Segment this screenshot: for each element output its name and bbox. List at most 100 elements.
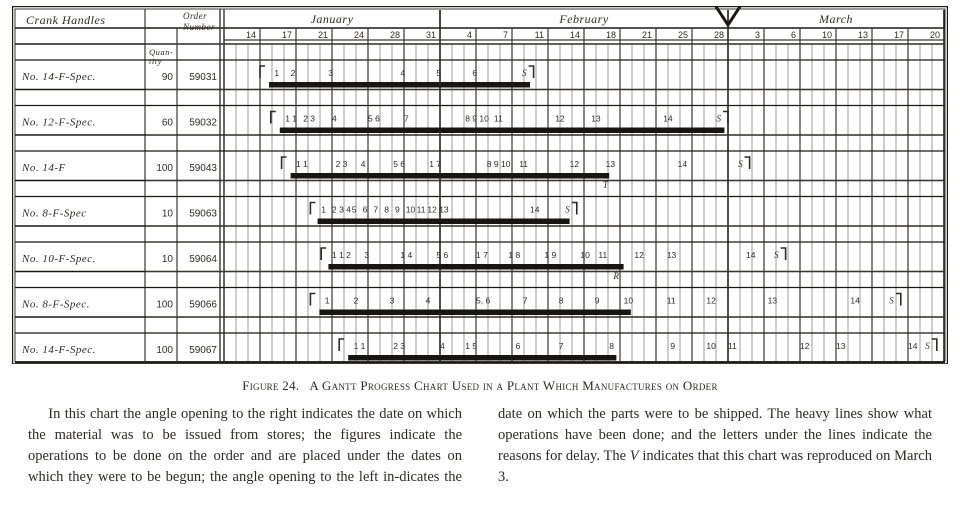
svg-text:4: 4	[426, 296, 431, 306]
svg-text:March: March	[818, 12, 853, 26]
svg-text:3: 3	[364, 250, 369, 260]
svg-text:No. 14-F: No. 14-F	[21, 162, 66, 174]
svg-text:4: 4	[440, 341, 445, 351]
svg-text:No. 8-F-Spec: No. 8-F-Spec	[21, 208, 87, 220]
svg-text:7: 7	[404, 114, 409, 124]
svg-text:No. 14-F-Spec.: No. 14-F-Spec.	[21, 71, 96, 83]
svg-text:T: T	[603, 180, 609, 190]
svg-text:9: 9	[595, 296, 600, 306]
svg-text:11: 11	[494, 114, 503, 124]
svg-text:5 6: 5 6	[436, 250, 448, 260]
body-text: In this chart the angle opening to the r…	[28, 404, 932, 488]
svg-text:8: 8	[609, 341, 614, 351]
svg-text:2 3 4: 2 3 4	[332, 205, 351, 215]
svg-text:31: 31	[426, 30, 436, 40]
svg-text:12: 12	[570, 159, 580, 169]
svg-text:7: 7	[373, 205, 378, 215]
svg-text:6: 6	[791, 30, 796, 40]
svg-text:14: 14	[746, 250, 756, 260]
figure-caption: Figure 24. A Gantt Progress Chart Used i…	[0, 378, 960, 394]
svg-text:59064: 59064	[189, 254, 217, 265]
svg-text:20: 20	[930, 30, 940, 40]
svg-text:2 3: 2 3	[303, 114, 315, 124]
svg-text:1 8: 1 8	[508, 250, 520, 260]
svg-text:60: 60	[162, 118, 174, 129]
svg-text:13: 13	[836, 341, 846, 351]
svg-text:1 1 2: 1 1 2	[332, 250, 351, 260]
svg-text:13: 13	[591, 114, 601, 124]
body-para-2-v: V	[630, 448, 639, 464]
svg-text:8 9 10: 8 9 10	[487, 159, 511, 169]
svg-text:S: S	[565, 205, 570, 215]
svg-text:7: 7	[523, 296, 528, 306]
svg-text:2 3: 2 3	[336, 159, 348, 169]
body-para-1: In this chart the angle opening to the r…	[28, 406, 462, 485]
gantt-chart: Crank HandlesOrderNumberQuan-tityJanuary…	[12, 6, 948, 364]
svg-text:4: 4	[467, 30, 472, 40]
svg-text:5: 5	[352, 205, 357, 215]
svg-text:9: 9	[670, 341, 675, 351]
svg-text:7: 7	[503, 30, 508, 40]
svg-text:1 7: 1 7	[476, 250, 488, 260]
svg-text:59063: 59063	[189, 209, 217, 220]
svg-text:14: 14	[530, 205, 540, 215]
svg-text:R: R	[612, 271, 619, 281]
svg-text:8: 8	[559, 296, 564, 306]
svg-text:11: 11	[519, 159, 528, 169]
svg-text:January: January	[311, 12, 354, 26]
svg-text:S: S	[889, 296, 894, 306]
svg-text:10: 10	[406, 205, 416, 215]
svg-text:11: 11	[667, 296, 676, 306]
svg-text:S: S	[717, 114, 722, 124]
svg-text:1: 1	[274, 68, 279, 78]
svg-text:25: 25	[678, 30, 688, 40]
svg-text:2 3: 2 3	[393, 341, 405, 351]
svg-text:14: 14	[246, 30, 256, 40]
body-para-2a: dicates the date on which the parts were…	[399, 406, 932, 485]
svg-text:7: 7	[559, 341, 564, 351]
svg-text:H: H	[605, 362, 613, 364]
svg-text:S: S	[925, 341, 930, 351]
svg-text:5, 6: 5, 6	[476, 296, 490, 306]
svg-text:11: 11	[535, 30, 544, 40]
svg-text:18: 18	[606, 30, 616, 40]
svg-text:February: February	[558, 12, 608, 26]
svg-text:17: 17	[282, 30, 292, 40]
svg-text:13: 13	[606, 159, 616, 169]
svg-text:8: 8	[384, 205, 389, 215]
svg-text:Crank Handles: Crank Handles	[26, 13, 106, 27]
svg-text:10: 10	[162, 209, 174, 220]
svg-text:12: 12	[800, 341, 810, 351]
svg-text:59043: 59043	[189, 163, 217, 174]
caption-text: A Gantt Progress Chart Used in a Plant W…	[309, 378, 717, 393]
svg-text:5 6: 5 6	[393, 159, 405, 169]
svg-text:11: 11	[417, 205, 426, 215]
svg-text:17: 17	[894, 30, 904, 40]
svg-text:28: 28	[390, 30, 400, 40]
svg-text:5: 5	[436, 68, 441, 78]
svg-text:3: 3	[328, 68, 333, 78]
svg-text:S: S	[774, 250, 779, 260]
svg-text:13: 13	[667, 250, 677, 260]
svg-text:90: 90	[162, 72, 174, 83]
svg-text:14: 14	[908, 341, 918, 351]
svg-text:59067: 59067	[189, 345, 217, 356]
svg-text:2: 2	[354, 296, 359, 306]
svg-text:59066: 59066	[189, 300, 217, 311]
svg-text:1 5: 1 5	[465, 341, 477, 351]
svg-text:1: 1	[325, 296, 330, 306]
svg-text:9: 9	[395, 205, 400, 215]
svg-text:6: 6	[516, 341, 521, 351]
svg-text:12: 12	[706, 296, 716, 306]
svg-text:14: 14	[570, 30, 580, 40]
svg-text:Number: Number	[182, 22, 215, 32]
svg-text:S: S	[522, 68, 527, 78]
svg-text:1 1: 1 1	[296, 159, 308, 169]
svg-text:21: 21	[642, 30, 652, 40]
svg-text:6: 6	[472, 68, 477, 78]
svg-text:No. 14-F-Spec.: No. 14-F-Spec.	[21, 344, 96, 356]
svg-text:No. 12-F-Spec.: No. 12-F-Spec.	[21, 117, 96, 129]
svg-text:4: 4	[332, 114, 337, 124]
svg-text:100: 100	[156, 345, 173, 356]
svg-text:12: 12	[634, 250, 644, 260]
